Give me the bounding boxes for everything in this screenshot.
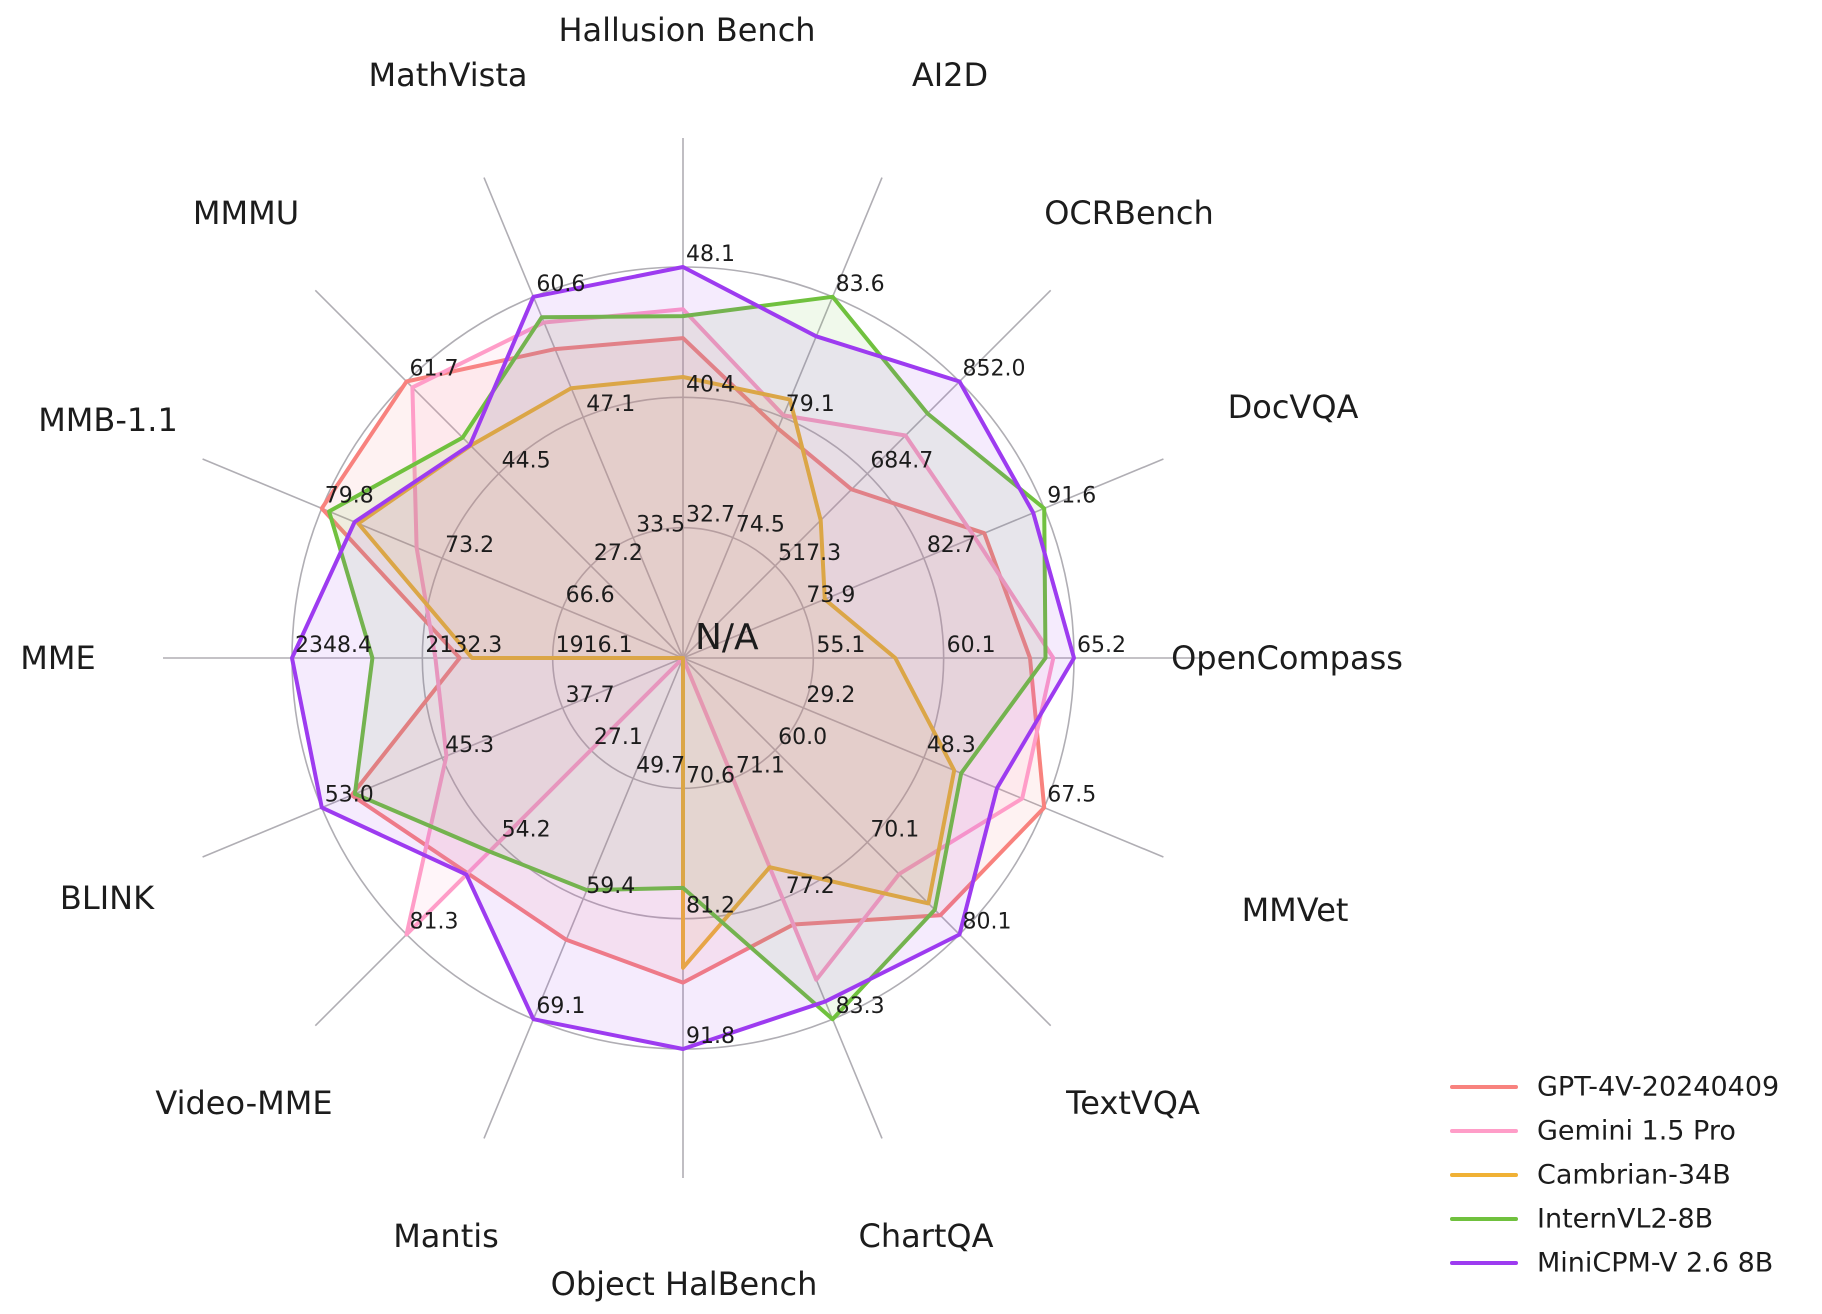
tick-label: 2132.3	[425, 633, 502, 658]
tick-label: 65.2	[1077, 633, 1126, 658]
tick-label: 32.7	[686, 503, 735, 528]
axis-label-blink: BLINK	[60, 879, 155, 917]
tick-label: 70.1	[870, 817, 919, 842]
tick-label: 27.1	[594, 725, 643, 750]
tick-label: 66.6	[566, 583, 615, 608]
tick-label: 37.7	[566, 683, 615, 708]
tick-label: 44.5	[502, 449, 551, 474]
legend-item: Gemini 1.5 Pro	[1450, 1116, 1736, 1147]
tick-label: 70.6	[686, 763, 735, 788]
tick-label: 79.1	[786, 392, 835, 417]
tick-label: 27.2	[594, 541, 643, 566]
tick-label: 59.4	[586, 874, 635, 899]
axis-label-mathvista: MathVista	[369, 56, 528, 94]
tick-label: 83.6	[836, 272, 885, 297]
tick-label: 83.3	[836, 994, 885, 1019]
tick-label: 29.2	[806, 683, 855, 708]
tick-label: 82.7	[927, 533, 976, 558]
axis-label-object-halbench: Object HalBench	[551, 1265, 818, 1303]
tick-label: 48.3	[927, 733, 976, 758]
center-na-label: N/A	[695, 617, 759, 658]
tick-label: 91.6	[1047, 483, 1096, 508]
legend-label: Cambrian-34B	[1537, 1160, 1731, 1191]
legend-item: Cambrian-34B	[1450, 1160, 1731, 1191]
legend-label: Gemini 1.5 Pro	[1537, 1116, 1736, 1147]
tick-label: 49.7	[636, 753, 685, 778]
tick-label: 60.1	[947, 633, 996, 658]
series-polygon-internvl2-8b	[327, 294, 1048, 1022]
axis-label-chartqa: ChartQA	[858, 1217, 993, 1255]
axis-label-ai2d: AI2D	[912, 56, 988, 94]
tick-label: 61.7	[410, 357, 459, 382]
tick-label: 684.7	[870, 449, 933, 474]
tick-label: 53.0	[325, 783, 374, 808]
axis-label-mmvet: MMVet	[1242, 891, 1349, 929]
tick-label: 55.1	[816, 633, 865, 658]
tick-label: 71.1	[736, 753, 785, 778]
axis-label-opencompass: OpenCompass	[1171, 639, 1403, 677]
tick-label: 517.3	[778, 541, 841, 566]
axis-label-mmb-1.1: MMB-1.1	[38, 401, 178, 439]
tick-label: 48.1	[686, 242, 735, 267]
axis-label-mantis: Mantis	[393, 1217, 499, 1255]
legend-label: MiniCPM-V 2.6 8B	[1537, 1248, 1773, 1279]
axis-label-ocrbench: OCRBench	[1044, 194, 1214, 232]
tick-label: 73.2	[445, 533, 494, 558]
tick-label: 91.8	[686, 1024, 735, 1049]
tick-label: 33.5	[636, 513, 685, 538]
tick-label: 45.3	[445, 733, 494, 758]
legend-item: MiniCPM-V 2.6 8B	[1450, 1248, 1773, 1279]
legend-item: GPT-4V-20240409	[1450, 1072, 1779, 1103]
tick-label: 81.2	[686, 894, 735, 919]
tick-label: 60.0	[778, 725, 827, 750]
tick-label: 69.1	[536, 994, 585, 1019]
tick-label: 77.2	[786, 874, 835, 899]
legend-label: GPT-4V-20240409	[1537, 1072, 1779, 1103]
axis-label-docvqa: DocVQA	[1228, 388, 1359, 426]
tick-label: 54.2	[502, 817, 551, 842]
legend-label: InternVL2-8B	[1537, 1204, 1713, 1235]
tick-label: 81.3	[410, 909, 459, 934]
legend: GPT-4V-20240409 Gemini 1.5 Pro Cambrian-34…	[1450, 1072, 1779, 1279]
axis-label-mme: MME	[20, 639, 95, 677]
series-polygon-minicpm-v-2.6-8b	[290, 265, 1076, 1051]
tick-label: 40.4	[686, 372, 735, 397]
tick-label: 74.5	[736, 513, 785, 538]
axis-label-hallusion-bench: Hallusion Bench	[558, 11, 815, 49]
axis-label-mmmu: MMMU	[193, 194, 299, 232]
tick-label: 2348.4	[295, 633, 372, 658]
tick-label: 47.1	[586, 392, 635, 417]
tick-label: 67.5	[1047, 783, 1096, 808]
tick-label: 60.6	[536, 272, 585, 297]
axis-label-video-mme: Video-MME	[155, 1084, 332, 1122]
series-polygon-gemini-1.5-pro	[404, 307, 1056, 982]
tick-label: 80.1	[962, 909, 1011, 934]
axis-label-textvqa: TextVQA	[1065, 1084, 1200, 1122]
tick-label: 73.9	[806, 583, 855, 608]
tick-label: 79.8	[325, 483, 374, 508]
legend-item: InternVL2-8B	[1450, 1204, 1713, 1235]
tick-label: 852.0	[962, 357, 1025, 382]
tick-label: 1916.1	[556, 633, 633, 658]
